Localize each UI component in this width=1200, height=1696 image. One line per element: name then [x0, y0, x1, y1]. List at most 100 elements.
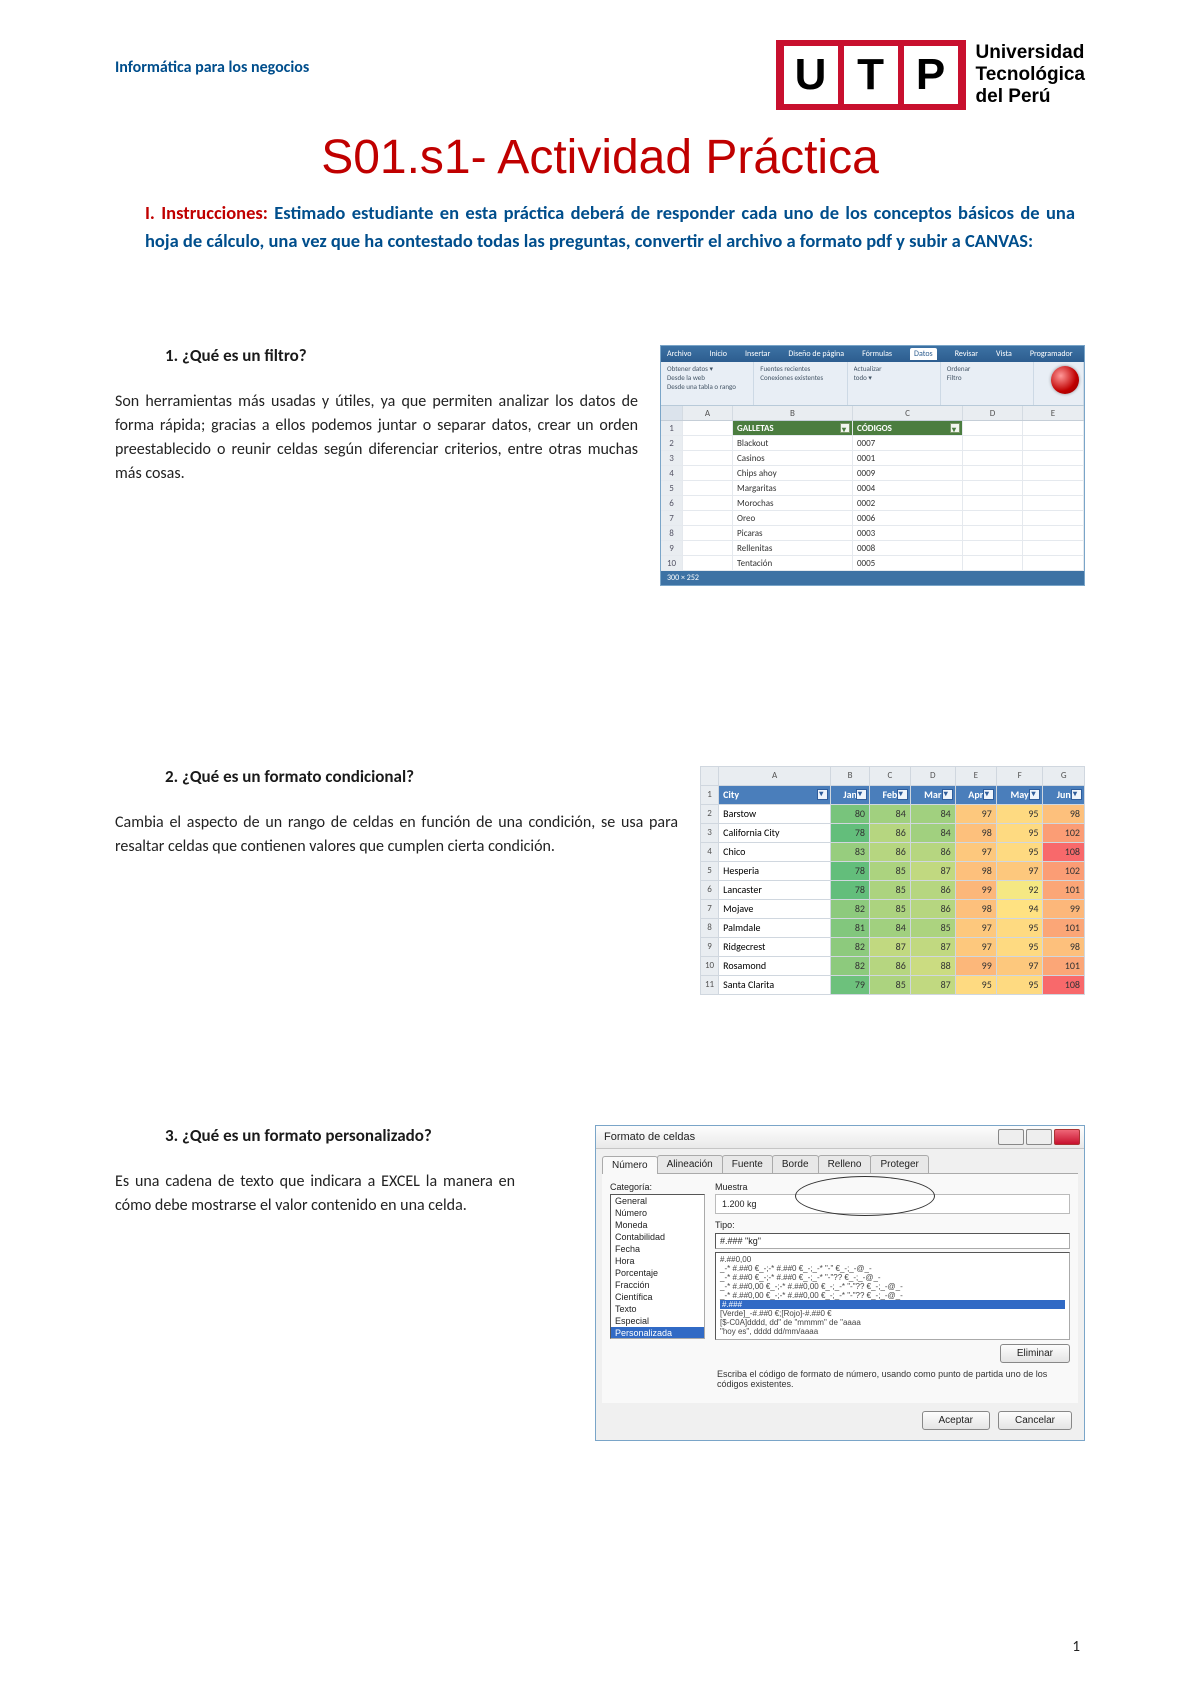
category-item[interactable]: Hora: [611, 1255, 704, 1267]
logo-block: U T P Universidad Tecnológica del Perú: [776, 40, 1085, 110]
category-item[interactable]: Contabilidad: [611, 1231, 704, 1243]
dialog-tab[interactable]: Alineación: [657, 1155, 723, 1173]
page-header: Informática para los negocios U T P Univ…: [115, 40, 1085, 110]
column-letter: B: [733, 406, 853, 420]
figure-1: Archivo Inicio Insertar Diseño de página Fór…: [660, 345, 1085, 586]
question-3-section: 3. ¿Qué es un formato personalizado? Es …: [115, 1125, 1085, 1441]
column-headers: ABCDE: [661, 406, 1084, 421]
table-rows: 1GALLETASCÓDIGOS2Blackout00073Casinos000…: [661, 421, 1084, 571]
instructions-label: I. Instrucciones:: [145, 201, 274, 224]
format-cells-dialog: Formato de celdas NúmeroAlineaciónFuente…: [595, 1125, 1085, 1441]
category-item[interactable]: Fecha: [611, 1243, 704, 1255]
table-row: 6Lancaster7885869992101: [701, 880, 1085, 899]
category-box: Categoría: GeneralNúmeroMonedaContabilid…: [610, 1182, 705, 1395]
column-letter: C: [853, 406, 963, 420]
question-1-section: 1. ¿Qué es un filtro? Son herramientas m…: [115, 345, 1085, 586]
category-list[interactable]: GeneralNúmeroMonedaContabilidadFechaHora…: [610, 1194, 705, 1339]
dialog-right: Muestra 1.200 kg Tipo: #.### "kg" #.##0,…: [715, 1182, 1070, 1395]
category-item[interactable]: Fracción: [611, 1279, 704, 1291]
close-icon[interactable]: [1054, 1129, 1080, 1145]
ribbon-tab[interactable]: Insertar: [745, 349, 770, 359]
table-row: 10Rosamond8286889997101: [701, 956, 1085, 975]
instructions: I. Instrucciones: Estimado estudiante en…: [145, 199, 1075, 255]
maximize-icon[interactable]: [1026, 1129, 1052, 1145]
uni-line3: del Perú: [976, 86, 1085, 108]
ribbon-tab[interactable]: Diseño de página: [788, 349, 844, 359]
dialog-buttons: Aceptar Cancelar: [596, 1403, 1084, 1440]
uni-line1: Universidad: [976, 42, 1085, 64]
q1-block: 1. ¿Qué es un filtro? Son herramientas m…: [115, 345, 638, 486]
table-row: 5Hesperia7885879897102: [701, 861, 1085, 880]
dialog-tab[interactable]: Relleno: [818, 1155, 872, 1173]
logo-letter-u: U: [784, 46, 838, 104]
q1-answer: Son herramientas más usadas y útiles, ya…: [115, 390, 638, 486]
table-row: 3Casinos0001: [661, 451, 1084, 466]
table-row: 3California City7886849895102: [701, 823, 1085, 842]
q3-answer: Es una cadena de texto que indicara a EX…: [115, 1170, 515, 1218]
table-row: 9Rellenitas0008: [661, 541, 1084, 556]
category-item[interactable]: Personalizada: [611, 1327, 704, 1339]
category-item[interactable]: Moneda: [611, 1219, 704, 1231]
column-letter: [661, 406, 683, 420]
university-name: Universidad Tecnológica del Perú: [976, 42, 1085, 108]
q2-title: 2. ¿Qué es un formato condicional?: [165, 766, 678, 787]
figure-2: ABCDEFG1CityJanFebMarAprMayJun2Barstow80…: [700, 766, 1085, 995]
table-row: 2Barstow808484979598: [701, 804, 1085, 823]
instructions-text: Estimado estudiante en esta práctica deb…: [145, 201, 1075, 252]
category-item[interactable]: Texto: [611, 1303, 704, 1315]
excel-toolbar: Obtener datos ▾Desde la webDesde una tab…: [661, 362, 1084, 406]
cancel-button[interactable]: Cancelar: [998, 1411, 1072, 1430]
category-item[interactable]: General: [611, 1195, 704, 1207]
sample-value: 1.200 kg: [722, 1199, 757, 1209]
q3-title: 3. ¿Qué es un formato personalizado?: [165, 1125, 573, 1146]
course-name: Informática para los negocios: [115, 58, 309, 77]
page-title: S01.s1- Actividad Práctica: [115, 130, 1085, 185]
table-row: 4Chips ahoy0009: [661, 466, 1084, 481]
table-row: 7Mojave828586989499: [701, 899, 1085, 918]
table-row: 4Chico8386869795108: [701, 842, 1085, 861]
category-item[interactable]: Porcentaje: [611, 1267, 704, 1279]
category-item[interactable]: Especial: [611, 1315, 704, 1327]
table-row: 5Margaritas0004: [661, 481, 1084, 496]
category-label: Categoría:: [610, 1182, 705, 1192]
category-item[interactable]: Científica: [611, 1291, 704, 1303]
ribbon-tab[interactable]: Datos: [910, 348, 937, 360]
ribbon-tab[interactable]: Fórmulas: [862, 349, 892, 359]
column-letter: E: [1023, 406, 1084, 420]
delete-button[interactable]: Eliminar: [1000, 1344, 1070, 1363]
dialog-tabs: NúmeroAlineaciónFuenteBordeRellenoProteg…: [602, 1155, 1078, 1174]
ok-button[interactable]: Aceptar: [922, 1411, 990, 1430]
table-row: 10Tentación0005: [661, 556, 1084, 571]
ribbon-tab[interactable]: Revisar: [955, 349, 978, 359]
category-item[interactable]: Número: [611, 1207, 704, 1219]
sample-label: Muestra: [715, 1182, 1070, 1192]
utp-logo: U T P: [776, 40, 966, 110]
dialog-tab[interactable]: Proteger: [870, 1155, 928, 1173]
type-label: Tipo:: [715, 1220, 1070, 1230]
q2-answer: Cambia el aspecto de un rango de celdas …: [115, 811, 678, 859]
table-row: 11Santa Clarita7985879595108: [701, 975, 1085, 994]
ribbon-tab[interactable]: Vista: [996, 349, 1012, 359]
status-bar: 300 × 252: [661, 571, 1084, 585]
ribbon-tab[interactable]: Programador: [1030, 349, 1073, 359]
dialog-title: Formato de celdas: [604, 1131, 695, 1143]
logo-letter-p: P: [904, 46, 958, 104]
table-row: 8Picaras0003: [661, 526, 1084, 541]
table-row: 8Palmdale8184859795101: [701, 918, 1085, 937]
dialog-tab[interactable]: Número: [602, 1156, 658, 1174]
logo-letter-t: T: [844, 46, 898, 104]
ribbon-tab[interactable]: Archivo: [667, 349, 691, 359]
excel-ribbon: Archivo Inicio Insertar Diseño de página Fór…: [661, 346, 1084, 362]
window-buttons: [998, 1129, 1080, 1145]
table-row: 9Ridgecrest828787979598: [701, 937, 1085, 956]
type-input[interactable]: #.### "kg": [715, 1233, 1070, 1249]
question-2-section: 2. ¿Qué es un formato condicional? Cambi…: [115, 766, 1085, 995]
minimize-icon[interactable]: [998, 1129, 1024, 1145]
heatmap-table: ABCDEFG1CityJanFebMarAprMayJun2Barstow80…: [700, 766, 1085, 995]
type-list[interactable]: #.##0,00_-* #.##0 €_-;-* #.##0 €_-;_-* "…: [715, 1252, 1070, 1340]
dialog-titlebar: Formato de celdas: [596, 1126, 1084, 1149]
q2-block: 2. ¿Qué es un formato condicional? Cambi…: [115, 766, 678, 859]
dialog-tab[interactable]: Fuente: [722, 1155, 773, 1173]
dialog-tab[interactable]: Borde: [772, 1155, 819, 1173]
ribbon-tab[interactable]: Inicio: [709, 349, 727, 359]
